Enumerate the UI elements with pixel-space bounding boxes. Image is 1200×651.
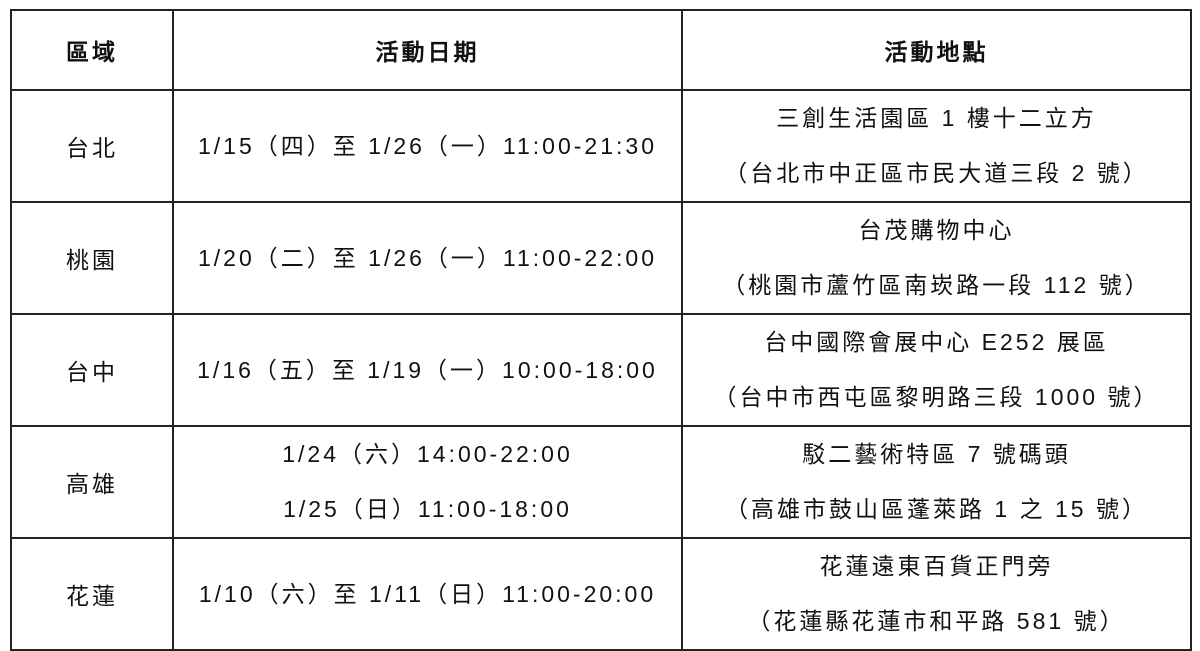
venue-cell-line: （台中市西屯區黎明路三段 1000 號） bbox=[713, 384, 1160, 410]
table-row: 高雄 1/24（六）14:00-22:00 1/25（日）11:00-18:00 駁二… bbox=[10, 425, 1192, 539]
venue-cell-line: （高雄市鼓山區蓬萊路 1 之 15 號） bbox=[725, 496, 1148, 522]
dates-cell-line: 1/15（四）至 1/26（一）11:00-21:30 bbox=[198, 132, 657, 159]
venue-cell-line: （台北市中正區市民大道三段 2 號） bbox=[724, 160, 1149, 186]
table-row: 台中 1/16（五）至 1/19（一）10:00-18:00 台中國際會展中心 E2… bbox=[10, 313, 1192, 427]
dates-cell: 1/20（二）至 1/26（一）11:00-22:00 bbox=[172, 201, 683, 315]
dates-cell-line: 1/24（六）14:00-22:00 bbox=[282, 441, 573, 467]
dates-cell-line: 1/10（六）至 1/11（日）11:00-20:00 bbox=[198, 580, 657, 607]
venue-cell-line: 三創生活園區 1 樓十二立方 bbox=[776, 105, 1097, 131]
region-cell: 台中 bbox=[10, 313, 174, 427]
region-cell: 花蓮 bbox=[10, 537, 174, 651]
venue-cell-line: （桃園市蘆竹區南崁路一段 112 號） bbox=[722, 272, 1151, 298]
region-cell: 高雄 bbox=[10, 425, 174, 539]
venue-cell-line: 駁二藝術特區 7 號碼頭 bbox=[802, 441, 1071, 467]
venue-cell: 台茂購物中心 （桃園市蘆竹區南崁路一段 112 號） bbox=[681, 201, 1192, 315]
venue-cell: 花蓮遠東百貨正門旁 （花蓮縣花蓮市和平路 581 號） bbox=[681, 537, 1192, 651]
dates-cell: 1/10（六）至 1/11（日）11:00-20:00 bbox=[172, 537, 683, 651]
venue-cell-line: 台中國際會展中心 E252 展區 bbox=[764, 329, 1109, 355]
dates-cell: 1/16（五）至 1/19（一）10:00-18:00 bbox=[172, 313, 683, 427]
region-cell: 桃園 bbox=[10, 201, 174, 315]
venue-cell: 台中國際會展中心 E252 展區 （台中市西屯區黎明路三段 1000 號） bbox=[681, 313, 1192, 427]
table-row: 花蓮 1/10（六）至 1/11（日）11:00-20:00 花蓮遠東百貨正門旁 （花… bbox=[10, 537, 1192, 651]
region-cell: 台北 bbox=[10, 89, 174, 203]
dates-cell-line: 1/25（日）11:00-18:00 bbox=[283, 496, 572, 522]
header-region: 區域 bbox=[10, 9, 174, 91]
table-row: 桃園 1/20（二）至 1/26（一）11:00-22:00 台茂購物中心 （桃園市蘆… bbox=[10, 201, 1192, 315]
venue-cell-line: 台茂購物中心 bbox=[858, 217, 1015, 243]
header-venue: 活動地點 bbox=[681, 9, 1192, 91]
event-schedule-table: 區域 活動日期 活動地點 台北 1/15（四）至 1/26（一）11:00-21:… bbox=[10, 9, 1192, 651]
venue-cell: 三創生活園區 1 樓十二立方 （台北市中正區市民大道三段 2 號） bbox=[681, 89, 1192, 203]
dates-cell-line: 1/20（二）至 1/26（一）11:00-22:00 bbox=[198, 244, 657, 271]
venue-cell: 駁二藝術特區 7 號碼頭 （高雄市鼓山區蓬萊路 1 之 15 號） bbox=[681, 425, 1192, 539]
header-row: 區域 活動日期 活動地點 bbox=[10, 9, 1192, 91]
header-dates: 活動日期 bbox=[172, 9, 683, 91]
dates-cell: 1/24（六）14:00-22:00 1/25（日）11:00-18:00 bbox=[172, 425, 683, 539]
table-row: 台北 1/15（四）至 1/26（一）11:00-21:30 三創生活園區 1 樓十… bbox=[10, 89, 1192, 203]
dates-cell: 1/15（四）至 1/26（一）11:00-21:30 bbox=[172, 89, 683, 203]
venue-cell-line: 花蓮遠東百貨正門旁 bbox=[819, 553, 1054, 579]
venue-cell-line: （花蓮縣花蓮市和平路 581 號） bbox=[747, 608, 1126, 634]
dates-cell-line: 1/16（五）至 1/19（一）10:00-18:00 bbox=[197, 356, 658, 383]
